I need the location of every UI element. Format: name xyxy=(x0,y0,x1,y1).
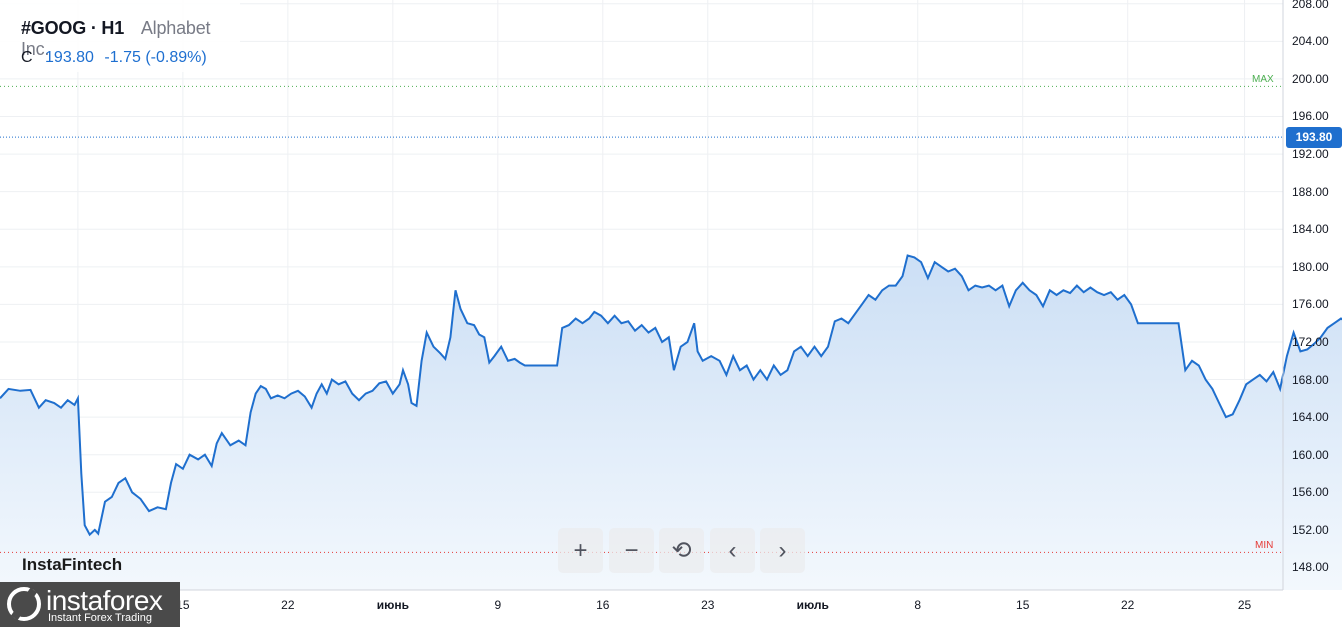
scroll-right-button[interactable]: › xyxy=(760,528,805,573)
min-label: MIN xyxy=(1255,540,1274,552)
price-line xyxy=(0,254,1342,537)
chart-title: #GOOG · H1 Alphabet Inc. xyxy=(21,18,240,60)
y-tick-label: 208.00 xyxy=(1292,0,1329,11)
y-tick-label: 164.00 xyxy=(1292,410,1329,425)
x-tick-label: 15 xyxy=(1016,598,1030,612)
y-tick-label: 156.00 xyxy=(1292,485,1329,500)
y-tick-label: 188.00 xyxy=(1292,184,1329,199)
quote-line: C 193.80 -1.75 (-0.89%) xyxy=(21,49,207,67)
y-tick-label: 148.00 xyxy=(1292,560,1329,575)
close-value: 193.80 xyxy=(45,49,94,66)
x-tick-label: июнь xyxy=(376,598,409,612)
instaforex-logo: instaforex Instant Forex Trading xyxy=(0,582,180,627)
x-tick-label: 8 xyxy=(914,598,922,612)
instafintech-watermark: InstaFintech xyxy=(22,555,123,574)
change-percent: (-0.89%) xyxy=(145,49,207,66)
x-tick-label: 23 xyxy=(701,598,715,612)
reset-icon[interactable]: ⟲ xyxy=(659,528,704,573)
y-tick-label: 200.00 xyxy=(1292,71,1329,86)
x-tick-label: 16 xyxy=(596,598,610,612)
logo-brand: instaforex xyxy=(46,585,163,616)
y-tick-label: 184.00 xyxy=(1292,222,1329,237)
y-tick-label: 204.00 xyxy=(1292,34,1329,49)
x-tick-label: 22 xyxy=(281,598,295,612)
last-price-badge: 193.80 xyxy=(1286,127,1342,149)
symbol-label: #GOOG · H1 xyxy=(21,18,125,38)
zoom-in-button[interactable]: + xyxy=(558,528,603,573)
y-tick-label: 168.00 xyxy=(1292,372,1329,387)
x-tick-label: июль xyxy=(796,598,829,612)
y-tick-label: 180.00 xyxy=(1292,259,1329,274)
y-tick-label: 152.00 xyxy=(1292,522,1329,537)
price-area xyxy=(0,255,1342,590)
instaforex-logo-icon xyxy=(7,587,41,621)
max-label: MAX xyxy=(1252,74,1274,86)
chart-header: #GOOG · H1 Alphabet Inc. C 193.80 -1.75 … xyxy=(0,0,240,72)
logo-tagline: Instant Forex Trading xyxy=(48,612,152,624)
x-tick-label: 9 xyxy=(494,598,502,612)
x-tick-label: 25 xyxy=(1237,598,1252,612)
change-value: -1.75 xyxy=(104,49,141,66)
company-name: Alphabet Inc. xyxy=(21,18,211,59)
y-tick-label: 192.00 xyxy=(1292,147,1329,162)
scroll-left-button[interactable]: ‹ xyxy=(710,528,755,573)
y-tick-label: 160.00 xyxy=(1292,447,1329,462)
y-tick-label: 176.00 xyxy=(1292,297,1329,312)
close-label: C xyxy=(21,49,33,66)
zoom-out-button[interactable]: − xyxy=(609,528,654,573)
x-tick-label: 22 xyxy=(1121,598,1135,612)
y-tick-label: 196.00 xyxy=(1292,109,1329,124)
y-tick-label: 172.00 xyxy=(1292,334,1329,349)
